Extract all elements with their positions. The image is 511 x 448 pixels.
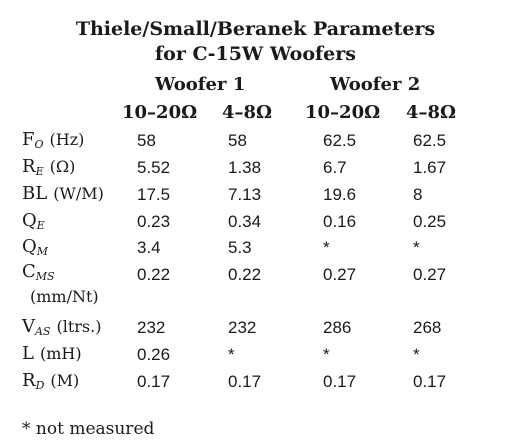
- cell: 232: [228, 318, 257, 337]
- cell: 268: [413, 318, 442, 337]
- subscript: M: [36, 245, 49, 258]
- cell: *: [323, 238, 330, 257]
- cell: 0.16: [323, 212, 357, 231]
- cell: 0.17: [413, 372, 447, 391]
- row-label: QE: [22, 210, 45, 232]
- unit: (M): [50, 371, 80, 390]
- cell: *: [228, 345, 235, 364]
- symbol: R: [22, 156, 36, 177]
- subscript: E: [36, 219, 45, 232]
- unit: (mH): [39, 344, 82, 363]
- cell: 286: [323, 318, 352, 337]
- cell: 0.22: [228, 265, 262, 284]
- cell: 3.4: [137, 238, 161, 257]
- title: Thiele/Small/Beranek Parameters: [75, 18, 436, 40]
- unit: (W/M): [53, 184, 104, 203]
- cell: *: [413, 238, 420, 257]
- cell: 0.17: [228, 372, 262, 391]
- cell: 5.3: [228, 238, 252, 257]
- symbol: Q: [22, 210, 37, 231]
- symbol: BL: [22, 183, 48, 204]
- subscript: O: [34, 138, 44, 151]
- symbol: C: [22, 261, 36, 282]
- cell: 0.17: [323, 372, 357, 391]
- cell: 0.27: [413, 265, 447, 284]
- unit: (Ω): [49, 157, 76, 176]
- cell: 62.5: [413, 131, 447, 150]
- row-label: QM: [22, 236, 49, 258]
- row-label: RD (M): [22, 370, 80, 392]
- symbol: F: [22, 129, 35, 150]
- row-label: BL (W/M): [22, 185, 104, 203]
- row-label: FO (Hz): [22, 129, 85, 151]
- cell: 1.38: [228, 158, 262, 177]
- cell: 0.17: [137, 372, 171, 391]
- subscript: E: [35, 165, 44, 178]
- cell: *: [413, 345, 420, 364]
- group-header: Woofer 1: [155, 74, 246, 95]
- column-header: 10–20Ω: [305, 102, 381, 123]
- footnote: * not measured: [22, 419, 155, 439]
- symbol: L: [22, 343, 34, 364]
- cell: 0.26: [137, 345, 171, 364]
- row-label: VAS (ltrs.): [22, 316, 102, 338]
- cell: 6.7: [323, 158, 347, 177]
- subscript: MS: [35, 270, 55, 283]
- title: for C-15W Woofers: [155, 43, 356, 65]
- unit: (ltrs.): [56, 317, 102, 336]
- cell: *: [323, 345, 330, 364]
- row-label: CMS: [22, 261, 55, 283]
- cell: 62.5: [323, 131, 357, 150]
- cell: 19.6: [323, 185, 357, 204]
- subscript: AS: [35, 325, 51, 338]
- symbol: Q: [22, 236, 37, 257]
- cell: 0.23: [137, 212, 171, 231]
- cell: 0.25: [413, 212, 447, 231]
- cell: 0.22: [137, 265, 171, 284]
- cell: 1.67: [413, 158, 447, 177]
- cell: 17.5: [137, 185, 171, 204]
- row-label: L (mH): [22, 345, 82, 363]
- cell: 8: [413, 185, 423, 204]
- row-label: RE (Ω): [22, 156, 76, 178]
- symbol: R: [22, 370, 36, 391]
- column-header: 4–8Ω: [406, 102, 457, 123]
- cell: 232: [137, 318, 166, 337]
- cell: 7.13: [228, 185, 262, 204]
- column-header: 10–20Ω: [122, 102, 198, 123]
- cell: 58: [137, 131, 156, 150]
- column-header: 4–8Ω: [222, 102, 273, 123]
- symbol: V: [22, 316, 35, 337]
- cell: 0.34: [228, 212, 262, 231]
- unit: (mm/Nt): [30, 287, 99, 306]
- cell: 5.52: [137, 158, 171, 177]
- cell: 58: [228, 131, 247, 150]
- cell: 0.27: [323, 265, 357, 284]
- group-header: Woofer 2: [330, 74, 421, 95]
- subscript: D: [35, 379, 45, 392]
- unit: (Hz): [49, 130, 85, 149]
